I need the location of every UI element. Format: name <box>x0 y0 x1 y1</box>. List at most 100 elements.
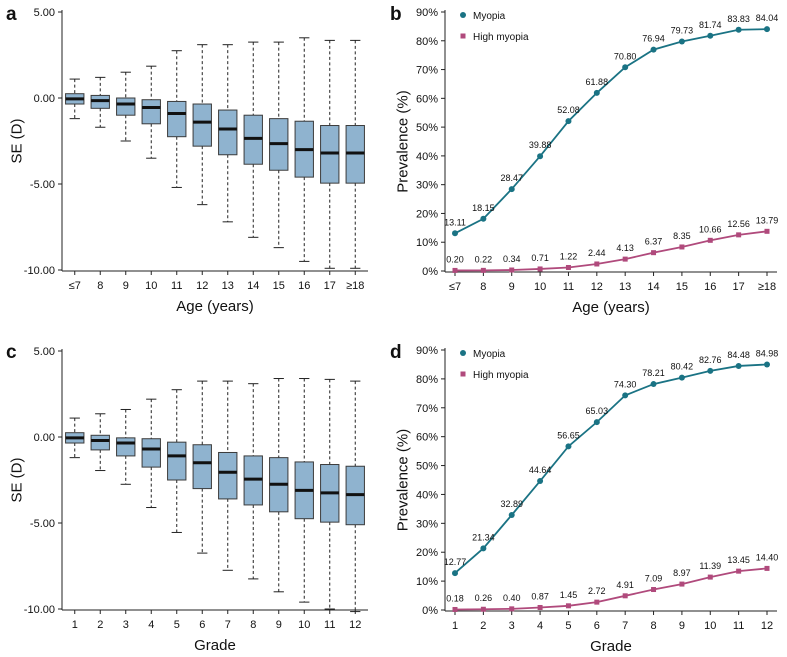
panel-a-box-10 <box>294 37 314 262</box>
panel-b-high-myopia-data-label: 6.37 <box>645 237 663 247</box>
panel-b-high-myopia-point <box>764 228 770 234</box>
panel-c-ytick-label: 5.00 <box>34 346 55 358</box>
panel-d-ylabel: Prevalence (%) <box>394 429 411 532</box>
panel-a-xtick-label: ≤7 <box>69 280 81 292</box>
panel-b-ytick-label: 90% <box>416 7 438 19</box>
panel-b-high-myopia-point <box>651 250 657 256</box>
panel-a-ytick-label: -5.00 <box>30 179 55 191</box>
panel-b-high-myopia-point <box>509 267 515 273</box>
panel-d-high-myopia-data-label: 0.40 <box>503 593 521 603</box>
panel-b-xtick-label: 10 <box>534 281 546 293</box>
panel-c-xtick-label: 4 <box>148 619 154 631</box>
panel-b-ytick-label: 20% <box>416 208 438 220</box>
box-iqr <box>141 99 161 125</box>
panel-b-high-myopia-data-label: 13.79 <box>756 215 779 225</box>
panel-d-xtick-label: 10 <box>704 620 716 632</box>
panel-b-xtick-label: 17 <box>733 281 745 293</box>
panel-b-high-myopia-point <box>622 256 628 262</box>
box-iqr <box>167 441 187 481</box>
panel-b-ytick-label: 60% <box>416 93 438 105</box>
panel-d-high-myopia-point <box>537 604 543 610</box>
panel-d-ytick-label: 10% <box>416 576 438 588</box>
panel-d-ytick-label: 80% <box>416 374 438 386</box>
panel-d-high-myopia-point <box>452 606 458 612</box>
panel-a-xtick-label: 8 <box>97 280 103 292</box>
panel-c-ylabel: SE (D) <box>8 457 25 502</box>
panel-d-xtick-label: 1 <box>452 620 458 632</box>
panel-a-ytick-label: 5.00 <box>34 7 55 19</box>
panel-d-myopia-point <box>452 570 458 577</box>
panel-d-high-myopia-data-label: 0.18 <box>446 593 464 603</box>
panel-b-high-myopia-point <box>736 232 742 238</box>
panel-c-box-3 <box>116 408 136 485</box>
panel-d-myopia-data-label: 44.64 <box>529 465 552 475</box>
panel-b-high-myopia-data-label: 0.22 <box>475 254 493 264</box>
panel-c-xlabel: Grade <box>194 637 236 654</box>
panel-b-high-myopia-point <box>565 264 571 270</box>
panel-a-xtick-label: ≥18 <box>346 280 364 292</box>
panel-c-box-6 <box>192 380 212 554</box>
panel-b-xtick-label: 16 <box>704 281 716 293</box>
panel-b-myopia-data-label: 18.15 <box>472 203 495 213</box>
panel-c-xtick-label: 2 <box>97 619 103 631</box>
panel-c-xtick-label: 5 <box>174 619 180 631</box>
panel-d-xtick-label: 8 <box>650 620 656 632</box>
box-iqr <box>141 438 161 468</box>
panel-d-ytick-label: 20% <box>416 547 438 559</box>
panel-d-myopia-point <box>678 374 685 381</box>
panel-b-high-myopia-data-label: 1.22 <box>560 251 578 261</box>
panel-b-legend-high-myopia-marker <box>460 33 466 39</box>
panel-b-high-myopia-data-label: 10.66 <box>699 224 722 234</box>
panel-c-box-9 <box>269 378 289 593</box>
panel-a-xtick-label: 17 <box>324 280 336 292</box>
panel-b-xtick-label: 12 <box>591 281 603 293</box>
panel-a-box-12 <box>345 39 365 269</box>
panel-d-myopia-data-label: 74.30 <box>614 379 637 389</box>
panel-c-box-2 <box>90 413 110 472</box>
panel-c-xtick-label: 8 <box>250 619 256 631</box>
panel-d-myopia-point <box>764 361 770 368</box>
panel-b-xtick-label: 11 <box>563 281 574 293</box>
panel-b-high-myopia-data-label: 2.44 <box>588 248 606 258</box>
panel-d-xtick-label: 2 <box>480 620 486 632</box>
panel-b-myopia-data-label: 39.88 <box>529 140 552 150</box>
panel-b-xlabel: Age (years) <box>572 299 650 316</box>
panel-b-ytick-label: 40% <box>416 151 438 163</box>
panel-c-box-11 <box>320 378 340 610</box>
panel-a-xtick-label: 9 <box>123 280 129 292</box>
panel-d-high-myopia-point <box>565 603 571 609</box>
panel-d-myopia-data-label: 82.76 <box>699 355 722 365</box>
panel-c-box-5 <box>167 389 187 533</box>
panel-b-ytick-label: 10% <box>416 237 438 249</box>
panel-b-myopia-point <box>707 32 714 39</box>
panel-b-high-myopia-line <box>454 230 768 272</box>
panel-c-xtick-label: 3 <box>123 619 129 631</box>
panel-d-high-myopia-point <box>651 587 657 593</box>
panel-d-myopia-point <box>565 443 572 450</box>
panel-b-myopia-data-label: 76.94 <box>642 34 665 44</box>
panel-d-myopia-data-label: 78.21 <box>642 368 665 378</box>
panel-a-ylabel: SE (D) <box>8 118 25 163</box>
panel-d-myopia-point <box>537 478 544 485</box>
panel-b-ylabel: Prevalence (%) <box>394 90 411 193</box>
panel-c-xtick-label: 1 <box>72 619 78 631</box>
panel-d-myopia-data-label: 65.03 <box>586 406 609 416</box>
panel-c-box-1 <box>65 417 85 459</box>
panel-c-box-10 <box>294 378 314 603</box>
box-iqr <box>116 437 136 457</box>
panel-d-xlabel: Grade <box>590 638 632 655</box>
panel-b-ytick-label: 50% <box>416 122 438 134</box>
panel-a-box-4 <box>141 65 161 159</box>
panel-b-high-myopia-data-label: 0.20 <box>446 254 464 264</box>
panel-b-myopia-data-label: 28.47 <box>500 173 523 183</box>
panel-c-label: c <box>6 342 17 363</box>
panel-a-xtick-label: 11 <box>171 280 182 292</box>
panel-b-ytick-label: 30% <box>416 180 438 192</box>
panel-b-myopia-data-label: 52.08 <box>557 105 580 115</box>
panel-d-high-myopia-point <box>764 565 770 571</box>
panel-b-ytick-label: 80% <box>416 36 438 48</box>
panel-d-high-myopia-data-label: 8.97 <box>673 568 691 578</box>
panel-d-ytick-label: 30% <box>416 518 438 530</box>
panel-b-myopia-data-label: 84.04 <box>756 13 779 23</box>
panel-a-box-6 <box>192 44 212 206</box>
